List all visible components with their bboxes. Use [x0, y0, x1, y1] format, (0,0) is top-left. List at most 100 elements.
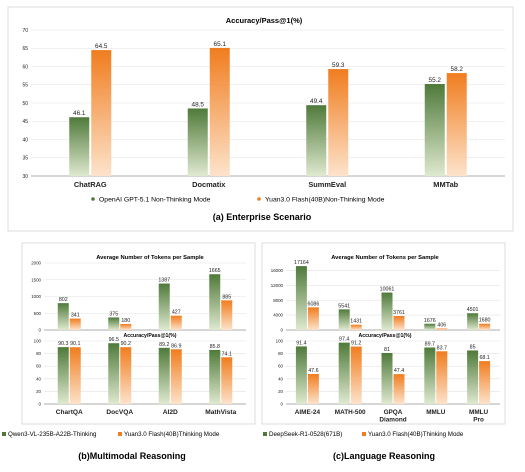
lang_acc-category-label: MMLU	[426, 409, 446, 416]
lang_tokens-ytick-label: 12000	[271, 283, 284, 288]
mm_acc-ytick-label: 80	[36, 351, 41, 356]
lang_tokens-data-label: 1680	[479, 318, 491, 324]
language-panel-frame	[261, 242, 506, 425]
lang_acc-bar-orange	[436, 351, 448, 404]
lang_tokens-bar-orange	[436, 328, 448, 330]
enterprise-legend-marker-gpt	[91, 197, 95, 201]
mm_tokens-bar-green	[57, 303, 69, 330]
mm_tokens-data-label: 885	[222, 294, 231, 300]
mm_acc-data-label: 90.1	[70, 341, 80, 347]
lang-legend-marker-deepseek	[263, 432, 267, 436]
mm-legend-marker-qwen	[2, 432, 6, 436]
mm_acc-bar-orange	[221, 357, 233, 404]
lang_tokens-bar-green	[467, 313, 479, 330]
lang_tokens-data-label: 3761	[393, 310, 405, 316]
enterprise-chart-title: Accuracy/Pass@1(%)	[226, 16, 303, 25]
enterprise-caption: (a) Enterprise Scenario	[213, 212, 312, 222]
mm_tokens-bar-orange	[120, 323, 132, 330]
lang_tokens-bar-green	[381, 292, 393, 330]
enterprise-ytick-label: 30	[22, 174, 28, 180]
lang-tokens-chart-title: Average Number of Tokens per Sample	[331, 255, 439, 261]
mm_acc-ytick-label: 60	[36, 364, 41, 369]
mm_tokens-bar-green	[108, 317, 120, 330]
lang_acc-data-label: 91.4	[296, 340, 306, 346]
lang_tokens-bar-orange	[307, 307, 319, 330]
enterprise-data-label: 58.2	[451, 66, 464, 73]
mm_tokens-ytick-label: 1500	[31, 277, 41, 282]
enterprise-ytick-label: 50	[22, 101, 28, 107]
language-caption: (c)Language Reasoning	[333, 451, 435, 461]
enterprise-category-label: MMTab	[433, 180, 458, 189]
mm_tokens-ytick-label: 500	[34, 311, 42, 316]
lang_tokens-ytick-label: 0	[281, 328, 284, 333]
mm_acc-bar-orange	[170, 349, 182, 404]
lang_acc-bar-orange	[479, 361, 491, 404]
mm_acc-category-label: MathVista	[205, 409, 236, 416]
mm_acc-bar-green	[158, 347, 170, 404]
lang_acc-ytick-label: 100	[276, 339, 284, 344]
lang_acc-category-label: GPQA Diamond	[379, 409, 406, 423]
lang_acc-category-label: MATH-500	[335, 409, 366, 416]
mm_tokens-data-label: 180	[121, 318, 130, 324]
lang_acc-data-label: 47.6	[308, 368, 318, 374]
mm_acc-bar-green	[108, 343, 120, 404]
lang_tokens-bar-orange	[393, 316, 405, 330]
lang_tokens-data-label: 6086	[308, 301, 320, 307]
lang_tokens-data-label: 4501	[467, 307, 479, 313]
mm_acc-data-label: 90.2	[121, 341, 131, 347]
lang_acc-ytick-label: 40	[278, 376, 283, 381]
multimodal-caption: (b)Multimodal Reasoning	[78, 451, 186, 461]
lang_acc-category-label: MMLU Pro	[469, 409, 489, 423]
lang_acc-ytick-label: 60	[278, 364, 283, 369]
enterprise-legend-label-gpt: OpenAI GPT-5.1 Non-Thinking Mode	[99, 197, 211, 204]
enterprise-data-label: 55.2	[429, 77, 442, 84]
lang_acc-bar-orange	[393, 374, 405, 404]
mm_tokens-ytick-label: 1000	[31, 294, 41, 299]
enterprise-ytick-label: 35	[22, 156, 28, 162]
lang-legend-label-yuan: Yuan3.0 Flash(40B)Thinking Mode	[368, 431, 464, 438]
lang_acc-category-label: AIME-24	[295, 409, 321, 416]
enterprise-data-label: 59.3	[332, 62, 345, 69]
lang_tokens-data-label: 406	[437, 322, 446, 328]
lang_tokens-ytick-label: 16000	[271, 268, 284, 273]
mm_acc-ytick-label: 0	[39, 402, 42, 407]
lang_acc-data-label: 47.4	[394, 368, 404, 374]
lang_acc-bar-orange	[350, 346, 362, 404]
mm_tokens-data-label: 427	[172, 310, 181, 316]
enterprise-panel-frame	[7, 6, 514, 232]
mm_acc-data-label: 86.9	[171, 343, 181, 349]
lang_acc-data-label: 83.7	[437, 345, 447, 351]
lang-acc-chart-title: Accuracy/Pass@1(%)	[359, 333, 412, 339]
mm_acc-bar-green	[57, 347, 69, 404]
enterprise-category-label: SummEval	[308, 180, 346, 189]
mm_acc-data-label: 89.2	[159, 342, 169, 348]
mm_tokens-ytick-label: 2000	[31, 261, 41, 266]
mm_acc-ytick-label: 20	[36, 389, 41, 394]
mm_acc-bar-green	[209, 349, 221, 404]
enterprise-data-label: 64.5	[95, 43, 108, 50]
mm_acc-category-label: ChartQA	[56, 409, 83, 416]
plot-layer: 30 35 40 45 50 55 60 65 70 46.1 64.5 ChatRAG 48.5 65.…	[22, 28, 505, 423]
enterprise-ytick-label: 55	[22, 83, 28, 89]
mm_acc-data-label: 96.5	[109, 337, 119, 343]
mm_tokens-data-label: 802	[59, 297, 68, 303]
mm_tokens-bar-orange	[170, 315, 182, 330]
lang_tokens-bar-green	[338, 309, 350, 330]
lang_tokens-ytick-label: 4000	[273, 313, 283, 318]
lang_acc-data-label: 89.7	[425, 341, 435, 347]
mm_tokens-bar-green	[158, 283, 170, 330]
lang_acc-bar-green	[295, 346, 307, 404]
mm_acc-data-label: 85.8	[210, 344, 220, 350]
mm_acc-category-label: AI2D	[163, 409, 178, 416]
lang_tokens-data-label: 17164	[294, 260, 309, 266]
lang_tokens-data-label: 1431	[350, 319, 362, 325]
lang_acc-bar-orange	[307, 374, 319, 404]
lang_acc-ytick-label: 80	[278, 351, 283, 356]
mm_acc-ytick-label: 100	[34, 339, 42, 344]
lang_acc-bar-green	[381, 352, 393, 404]
enterprise-ytick-label: 70	[22, 28, 28, 34]
mm-acc-chart-title: Accuracy/Pass@1(%)	[124, 333, 177, 339]
lang_acc-data-label: 91.2	[351, 341, 361, 347]
mm_acc-ytick-label: 40	[36, 376, 41, 381]
lang_acc-data-label: 81	[384, 347, 390, 353]
